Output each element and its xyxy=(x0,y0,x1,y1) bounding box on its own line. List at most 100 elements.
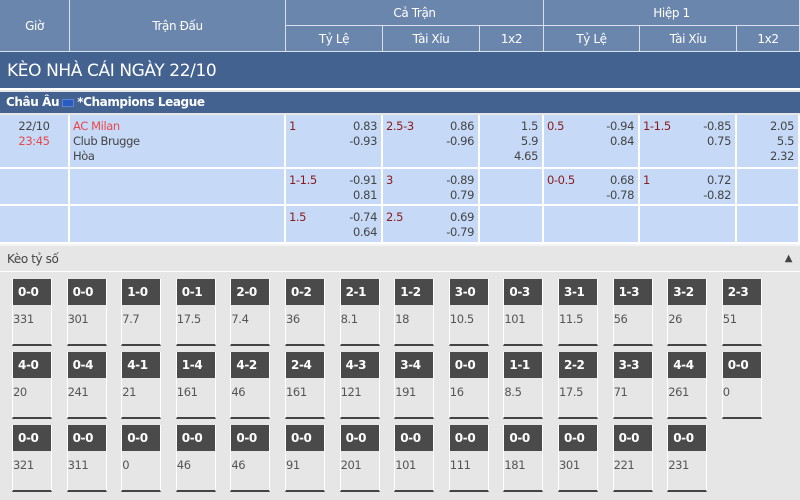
score-odds-card[interactable]: 1-0 7.7 xyxy=(121,279,162,346)
score-odds-card[interactable]: 0-0 46 xyxy=(175,425,216,492)
table-cell xyxy=(480,206,544,244)
score-odds-card[interactable]: 4-4 261 xyxy=(667,352,708,419)
score-odds-card[interactable]: 4-2 46 xyxy=(230,352,271,419)
table-cell: 1-1.5 -0.85 0.75 xyxy=(640,115,737,169)
score-odds-card[interactable]: 0-0 301 xyxy=(558,425,598,492)
score-odds-card[interactable]: 0-0 331 xyxy=(12,279,52,346)
score-odds-value: 46 xyxy=(176,458,191,472)
score-odds-card[interactable]: 0-0 0 xyxy=(121,425,162,492)
score-label: 3-0 xyxy=(449,279,488,305)
odds-prices[interactable]: 0.69 -0.79 xyxy=(446,210,474,240)
league-bar[interactable]: Châu Âu *Champions League xyxy=(0,92,800,113)
score-odds-card[interactable]: 2-2 17.5 xyxy=(558,352,598,419)
score-label: 0-0 xyxy=(122,425,161,451)
score-odds-card[interactable]: 3-4 191 xyxy=(394,352,435,419)
score-label: 0-3 xyxy=(504,279,543,305)
score-odds-value: 101 xyxy=(395,458,416,472)
match-time: 23:45 xyxy=(18,134,50,148)
score-odds-header[interactable]: Kèo tỷ số ▲ xyxy=(0,244,800,272)
triangle-up-icon[interactable]: ▲ xyxy=(784,253,793,264)
score-odds-value: 20 xyxy=(13,385,27,399)
score-odds-card[interactable]: 2-1 8.1 xyxy=(339,279,380,346)
score-odds-card[interactable]: 0-2 36 xyxy=(285,279,325,346)
header-ft-handicap: Tỷ Lệ xyxy=(286,26,383,52)
score-odds-card[interactable]: 3-1 11.5 xyxy=(558,279,598,346)
x12-prices[interactable]: 2.05 5.5 2.32 xyxy=(770,119,794,164)
score-label: 2-3 xyxy=(722,279,761,305)
score-odds-value: 181 xyxy=(504,458,526,472)
score-odds-card[interactable]: 3-2 26 xyxy=(667,279,708,346)
odds-value: -0.78 xyxy=(606,188,634,202)
score-odds-value: 301 xyxy=(559,458,580,472)
away-team[interactable]: Club Brugge xyxy=(73,134,140,148)
score-odds-value: 111 xyxy=(449,458,471,472)
score-odds-card[interactable]: 2-0 7.4 xyxy=(230,279,271,346)
odds-line: 1 xyxy=(289,119,296,133)
score-label: 0-0 xyxy=(231,425,270,451)
table-cell xyxy=(70,206,286,244)
x12-prices[interactable]: 1.5 5.9 4.65 xyxy=(514,119,538,164)
table-cell: 1.5 -0.74 0.64 xyxy=(286,206,383,244)
score-odds-value: 46 xyxy=(231,458,246,472)
score-odds-card[interactable]: 0-4 241 xyxy=(66,352,107,419)
score-label: 1-0 xyxy=(122,279,161,305)
odds-prices[interactable]: -0.89 0.79 xyxy=(446,173,474,203)
score-odds-card[interactable]: 1-2 18 xyxy=(394,279,435,346)
score-odds-card[interactable]: 0-1 17.5 xyxy=(175,279,216,346)
odds-value: -0.91 xyxy=(349,173,377,187)
score-odds-card[interactable]: 3-0 10.5 xyxy=(448,279,489,346)
score-odds-card[interactable]: 0-0 201 xyxy=(339,425,380,492)
odds-prices[interactable]: 0.83 -0.93 xyxy=(349,119,377,149)
score-odds-value: 7.7 xyxy=(122,312,140,326)
odds-prices[interactable]: 0.86 -0.96 xyxy=(446,119,474,149)
score-odds-value: 18 xyxy=(395,312,410,326)
header-h1-ou: Tài Xỉu xyxy=(640,26,737,52)
score-odds-card[interactable]: 1-3 56 xyxy=(612,279,653,346)
odds-value: -0.94 xyxy=(606,119,634,133)
score-odds-card[interactable]: 1-1 8.5 xyxy=(503,352,544,419)
match-date: 22/10 xyxy=(18,119,50,133)
score-odds-card[interactable]: 3-3 71 xyxy=(612,352,653,419)
table-cell xyxy=(640,206,737,244)
score-odds-card[interactable]: 2-4 161 xyxy=(285,352,325,419)
header-h1-1x2: 1x2 xyxy=(737,26,800,52)
score-odds-card[interactable]: 0-0 16 xyxy=(448,352,489,419)
score-odds-card[interactable]: 4-3 121 xyxy=(339,352,380,419)
odds-line: 1.5 xyxy=(289,210,307,224)
score-odds-value: 0 xyxy=(122,458,130,472)
score-odds-card[interactable]: 0-0 321 xyxy=(12,425,52,492)
odds-value: 4.65 xyxy=(513,149,538,163)
odds-prices[interactable]: -0.74 0.64 xyxy=(349,210,377,240)
score-odds-card[interactable]: 0-0 46 xyxy=(230,425,271,492)
score-odds-card[interactable]: 0-0 111 xyxy=(448,425,489,492)
score-odds-card[interactable]: 4-1 21 xyxy=(121,352,162,419)
score-odds-card[interactable]: 0-3 101 xyxy=(503,279,544,346)
odds-prices[interactable]: -0.94 0.84 xyxy=(606,119,634,149)
odds-value: 0.81 xyxy=(352,188,377,202)
score-odds-card[interactable]: 0-0 221 xyxy=(612,425,653,492)
score-label: 2-4 xyxy=(286,352,324,378)
header-ft-1x2: 1x2 xyxy=(480,26,544,52)
score-odds-card[interactable]: 0-0 231 xyxy=(667,425,708,492)
score-odds-card[interactable]: 0-0 0 xyxy=(721,352,762,419)
score-odds-card[interactable]: 0-0 181 xyxy=(503,425,544,492)
home-team[interactable]: AC Milan xyxy=(73,119,120,133)
score-odds-card[interactable]: 1-4 161 xyxy=(175,352,216,419)
odds-value: 0.79 xyxy=(449,188,474,202)
header-h1-handicap: Tỷ Lệ xyxy=(544,26,640,52)
odds-prices[interactable]: 0.68 -0.78 xyxy=(606,173,634,203)
odds-value: 0.72 xyxy=(706,173,731,187)
score-odds-card[interactable]: 4-0 20 xyxy=(12,352,52,419)
score-odds-card[interactable]: 0-0 91 xyxy=(285,425,325,492)
score-odds-card[interactable]: 0-0 101 xyxy=(394,425,435,492)
odds-prices[interactable]: 0.72 -0.82 xyxy=(703,173,731,203)
score-odds-card[interactable]: 0-0 301 xyxy=(66,279,107,346)
odds-line: 1-1.5 xyxy=(289,173,317,187)
odds-prices[interactable]: -0.91 0.81 xyxy=(349,173,377,203)
score-odds-card[interactable]: 2-3 51 xyxy=(721,279,762,346)
score-label: 0-0 xyxy=(449,425,488,451)
odds-value: -0.89 xyxy=(446,173,474,187)
odds-prices[interactable]: -0.85 0.75 xyxy=(703,119,731,149)
score-label: 2-2 xyxy=(559,352,597,378)
score-odds-card[interactable]: 0-0 311 xyxy=(66,425,107,492)
